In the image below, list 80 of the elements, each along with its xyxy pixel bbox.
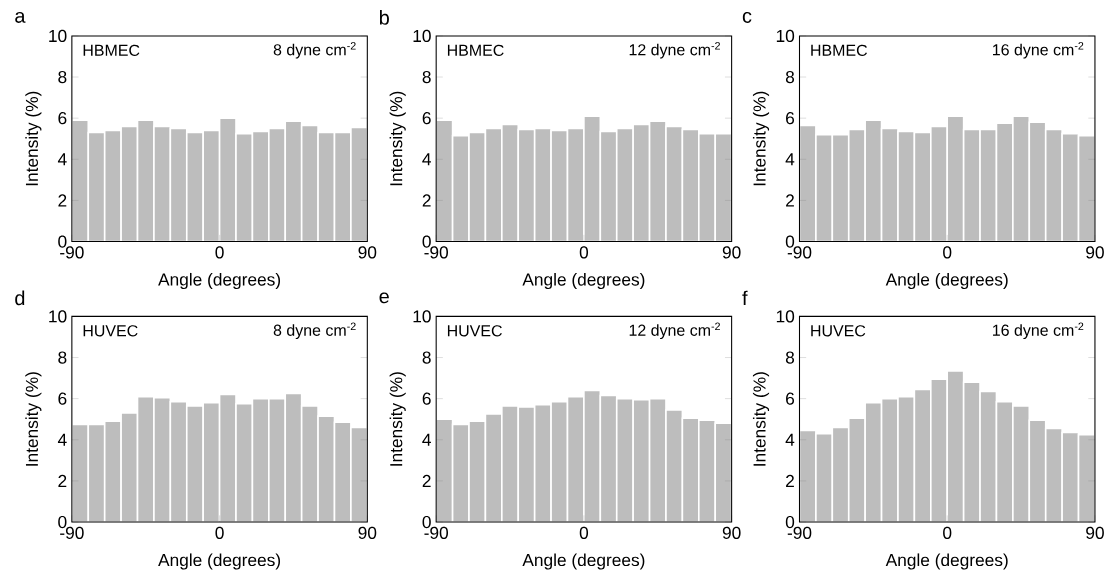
y-tick-label: 8 (785, 351, 795, 364)
y-tick-label: 8 (58, 70, 67, 84)
y-tick-label: 10 (49, 29, 67, 43)
y-axis-title: Intensity (%) (752, 372, 770, 466)
annotation: HUVEC (83, 325, 138, 337)
y-tick-label: 4 (422, 433, 431, 446)
x-axis-title: Angle (degrees) (158, 272, 281, 290)
x-tick-label: -90 (60, 246, 84, 259)
annotation: HBMEC (83, 44, 140, 57)
x-tick-label: 90 (722, 526, 741, 539)
y-tick-label: 6 (58, 112, 67, 125)
x-tick-label: 0 (943, 246, 952, 259)
y-axis-title: Intensity (%) (389, 91, 406, 186)
y-tick-label: 2 (58, 194, 67, 207)
y-tick-label: 4 (57, 153, 67, 166)
annotation: HBMEC (447, 44, 504, 57)
text: f (742, 290, 748, 306)
x-tick-label: 0 (215, 246, 224, 259)
y-tick-label: 0 (58, 235, 67, 248)
y-tick-label: 0 (785, 235, 795, 248)
y-tick-label: 8 (422, 351, 431, 364)
annotation: 12 dyne cm$^{-2}$ (629, 42, 720, 59)
x-tick-label: 90 (358, 246, 377, 259)
x-tick-label: -90 (787, 246, 812, 259)
y-tick-label: 4 (57, 433, 67, 446)
y-tick-label: 10 (49, 310, 67, 323)
y-tick-label: 2 (58, 474, 67, 487)
x-axis-title: Angle (degrees) (885, 272, 1008, 290)
y-tick-label: 4 (785, 433, 795, 446)
text: e (379, 292, 389, 304)
x-axis-title: Angle (degrees) (158, 553, 281, 570)
x-tick-label: 90 (358, 526, 377, 539)
x-tick-label: 0 (943, 526, 952, 539)
y-tick-label: 6 (58, 392, 67, 405)
y-tick-label: 8 (58, 351, 67, 364)
y-tick-label: 4 (785, 153, 795, 166)
x-axis-title: Angle (degrees) (885, 553, 1008, 570)
y-tick-label: 6 (786, 112, 795, 125)
annotation: 12 dyne cm$^{-2}$ (629, 322, 720, 340)
x-tick-label: 90 (1086, 246, 1104, 259)
y-tick-label: 8 (422, 70, 431, 84)
y-tick-label: 4 (422, 153, 431, 166)
text: b (379, 10, 389, 25)
y-axis-title: Intensity (%) (389, 372, 406, 466)
y-tick-label: 10 (776, 310, 795, 323)
x-tick-label: 0 (579, 526, 589, 539)
annotation: 8 dyne cm$^{-2}$ (273, 42, 356, 59)
y-tick-label: 10 (413, 29, 431, 43)
y-tick-label: 8 (785, 70, 795, 84)
text: a (15, 12, 26, 23)
annotation: 8 dyne cm$^{-2}$ (273, 322, 356, 340)
text: c (742, 12, 752, 23)
y-axis-title: Intensity (%) (752, 91, 770, 186)
y-axis-title: Intensity (%) (25, 91, 42, 186)
annotation: HUVEC (447, 325, 502, 337)
y-tick-label: 2 (786, 194, 794, 207)
x-tick-label: 90 (722, 246, 741, 259)
y-tick-label: 6 (422, 112, 431, 125)
x-axis-title: Angle (degrees) (522, 553, 645, 570)
y-tick-label: 2 (422, 474, 431, 487)
annotation: HBMEC (811, 44, 868, 57)
x-tick-label: -90 (424, 246, 449, 259)
x-tick-label: 0 (215, 526, 224, 539)
y-tick-label: 10 (413, 310, 431, 323)
y-tick-label: 0 (422, 235, 431, 248)
annotation: 16 dyne cm$^{-2}$ (993, 42, 1084, 59)
y-tick-label: 6 (422, 392, 431, 405)
y-tick-label: 6 (786, 392, 795, 405)
y-tick-label: 2 (422, 194, 431, 207)
x-tick-label: -90 (787, 526, 812, 539)
y-tick-label: 10 (776, 29, 795, 43)
x-axis-title: Angle (degrees) (522, 272, 645, 290)
x-tick-label: 90 (1086, 526, 1104, 539)
x-tick-label: 0 (579, 246, 589, 259)
text: d (15, 290, 25, 306)
y-tick-label: 0 (785, 515, 795, 529)
annotation: HUVEC (811, 325, 866, 337)
y-tick-label: 2 (786, 474, 794, 487)
y-axis-title: Intensity (%) (25, 372, 42, 466)
annotation: 16 dyne cm$^{-2}$ (993, 322, 1084, 340)
